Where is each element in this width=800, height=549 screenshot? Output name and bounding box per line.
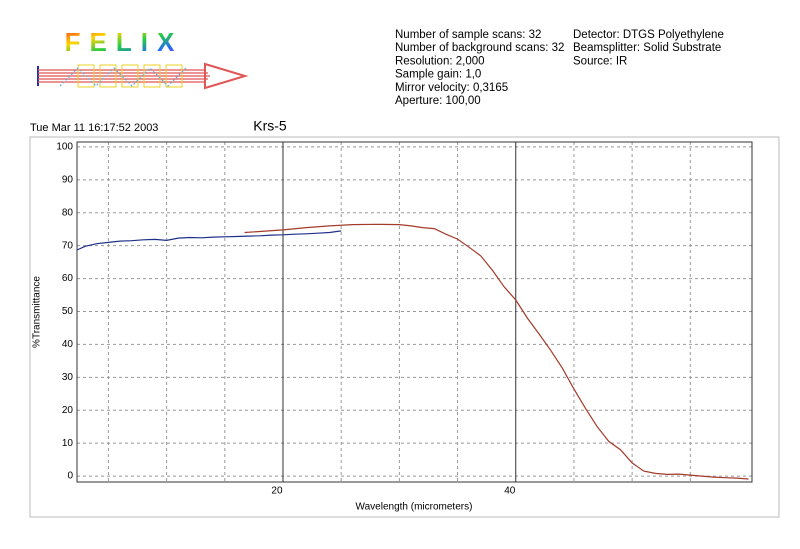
y-tick-label: 50 — [62, 306, 74, 317]
x-tick-label: 20 — [271, 486, 283, 497]
data-line — [76, 230, 342, 251]
info-line: Mirror velocity: 0,3165 — [395, 82, 508, 94]
y-tick-label: 40 — [62, 339, 74, 350]
y-tick-label: 100 — [56, 142, 73, 153]
info-line: Number of sample scans: 32 — [395, 29, 541, 41]
logo: FELIX — [37, 27, 249, 90]
info-line: Detector: DTGS Polyethylene — [573, 29, 724, 41]
y-tick-label: 10 — [62, 438, 74, 449]
y-tick-label: 30 — [62, 372, 74, 383]
y-tick-label: 80 — [62, 207, 74, 218]
y-tick-label: 20 — [62, 405, 74, 416]
chart-frame — [29, 136, 780, 518]
x-axis-label: Wavelength (micrometers) — [356, 502, 473, 513]
y-axis-label: %Transmittance — [32, 276, 43, 348]
plot-frame — [76, 141, 753, 483]
logo-text: FELIX — [65, 27, 184, 57]
info-line: Aperture: 100,00 — [395, 95, 481, 107]
data-line — [244, 223, 749, 480]
info-line: Resolution: 2,000 — [395, 55, 485, 67]
y-tick-label: 60 — [62, 273, 74, 284]
info-line: Sample gain: 1,0 — [395, 69, 481, 81]
y-tick-label: 90 — [62, 174, 74, 185]
timestamp: Tue Mar 11 16:17:52 2003 — [30, 122, 158, 134]
info-line: Source: IR — [573, 55, 627, 67]
y-tick-label: 70 — [62, 240, 74, 251]
info-line: Number of background scans: 32 — [395, 42, 564, 54]
chart-title: Krs-5 — [253, 118, 287, 134]
y-tick-label: 0 — [67, 471, 73, 482]
info-line: Beamsplitter: Solid Substrate — [573, 42, 721, 54]
x-tick-label: 40 — [504, 486, 516, 497]
